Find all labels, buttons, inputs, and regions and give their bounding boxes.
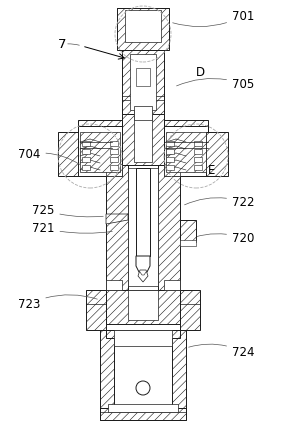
Bar xyxy=(82,141,90,146)
Text: 725: 725 xyxy=(32,204,103,217)
Bar xyxy=(164,164,180,176)
Polygon shape xyxy=(106,214,128,224)
Bar xyxy=(100,408,186,420)
Bar xyxy=(114,337,172,412)
Bar xyxy=(180,240,196,246)
Text: 721: 721 xyxy=(32,221,112,234)
Bar xyxy=(106,330,180,338)
Bar xyxy=(206,132,228,176)
Bar xyxy=(194,149,202,154)
Bar xyxy=(166,149,174,154)
Polygon shape xyxy=(136,256,150,276)
Bar xyxy=(110,157,118,162)
Bar xyxy=(82,149,90,154)
Bar xyxy=(100,330,186,420)
Bar xyxy=(106,164,122,176)
Bar xyxy=(180,220,196,242)
Bar xyxy=(166,157,174,162)
Bar xyxy=(122,110,164,165)
Text: 720: 720 xyxy=(184,231,254,244)
Bar xyxy=(82,165,90,170)
Bar xyxy=(164,126,208,176)
Bar xyxy=(130,54,156,110)
Bar xyxy=(158,165,180,290)
Bar xyxy=(166,165,174,170)
Bar xyxy=(180,290,200,330)
Bar xyxy=(114,330,172,346)
Bar xyxy=(78,120,122,138)
Text: 724: 724 xyxy=(189,344,255,358)
Bar xyxy=(125,10,161,42)
Bar xyxy=(194,165,202,170)
Bar xyxy=(106,280,122,290)
Bar xyxy=(136,168,150,256)
Bar xyxy=(117,8,169,50)
Bar xyxy=(58,132,80,176)
Bar xyxy=(194,141,202,146)
Bar xyxy=(110,141,118,146)
Bar xyxy=(166,141,174,146)
Bar xyxy=(136,68,150,86)
Text: 701: 701 xyxy=(173,10,254,26)
Bar xyxy=(78,126,122,176)
Bar xyxy=(128,290,158,320)
Bar xyxy=(194,157,202,162)
Bar xyxy=(106,165,128,290)
Text: 704: 704 xyxy=(18,148,80,164)
Bar xyxy=(110,149,118,154)
Text: E: E xyxy=(208,164,215,178)
Bar xyxy=(164,280,180,290)
Bar xyxy=(106,290,180,324)
Bar xyxy=(166,132,206,172)
Text: D: D xyxy=(196,66,205,79)
Bar xyxy=(128,168,158,286)
Bar xyxy=(164,120,208,138)
Text: 705: 705 xyxy=(176,78,254,91)
Circle shape xyxy=(136,381,150,395)
Bar xyxy=(108,404,178,412)
Text: 722: 722 xyxy=(184,195,255,208)
Text: 7: 7 xyxy=(58,37,67,50)
Bar xyxy=(110,165,118,170)
Bar xyxy=(80,132,120,172)
Bar xyxy=(122,50,164,114)
Bar xyxy=(134,106,152,120)
Bar xyxy=(82,157,90,162)
Polygon shape xyxy=(138,270,148,282)
Bar xyxy=(134,110,152,162)
Text: 723: 723 xyxy=(18,295,97,310)
Bar xyxy=(86,290,106,330)
